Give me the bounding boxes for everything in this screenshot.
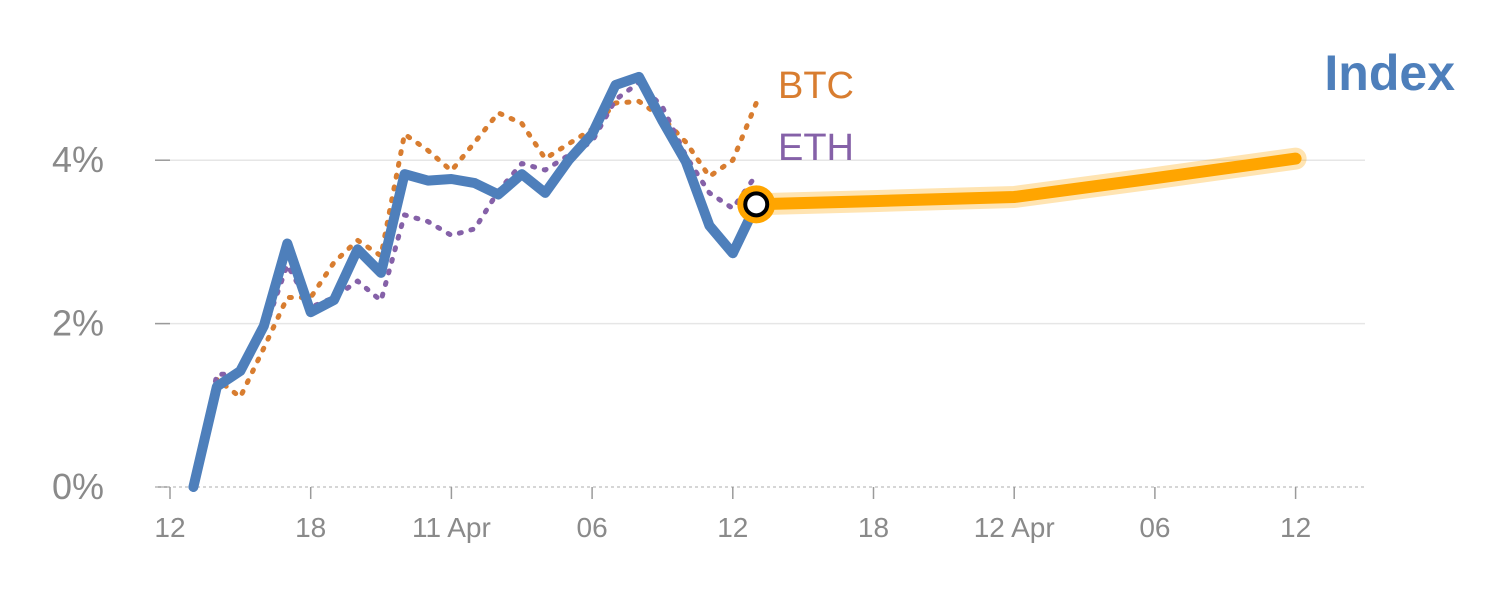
current-point-marker [743,191,770,218]
x-tick-label: 18 [858,512,889,543]
series-label-eth: ETH [778,127,854,169]
grid-lines [155,159,1365,325]
labels: BTC ETH Index [778,45,1455,169]
series-label-index: Index [1324,45,1455,101]
x-tick-label: 12 [717,512,748,543]
axes: 0% 2% 4% 12 18 11 Apr 06 12 18 12 Apr 06 12 [52,139,1365,543]
series-line-eth [190,80,759,490]
x-tick-label: 11 Apr [412,512,491,543]
x-tick-label: 06 [577,512,608,543]
series [188,71,1307,492]
y-tick-label: 0% [52,466,104,507]
x-tick-label: 12 Apr [974,512,1055,543]
x-tick-label: 18 [295,512,326,543]
y-tick-label: 4% [52,139,104,180]
x-tick-label: 06 [1139,512,1170,543]
x-tick-label: 12 [154,512,185,543]
series-label-btc: BTC [778,65,854,107]
y-tick-label: 2% [52,303,104,344]
series-line-index [188,71,762,492]
series-line-btc [190,98,759,490]
x-tick-label: 12 [1280,512,1311,543]
series-line-forecast [750,152,1302,211]
